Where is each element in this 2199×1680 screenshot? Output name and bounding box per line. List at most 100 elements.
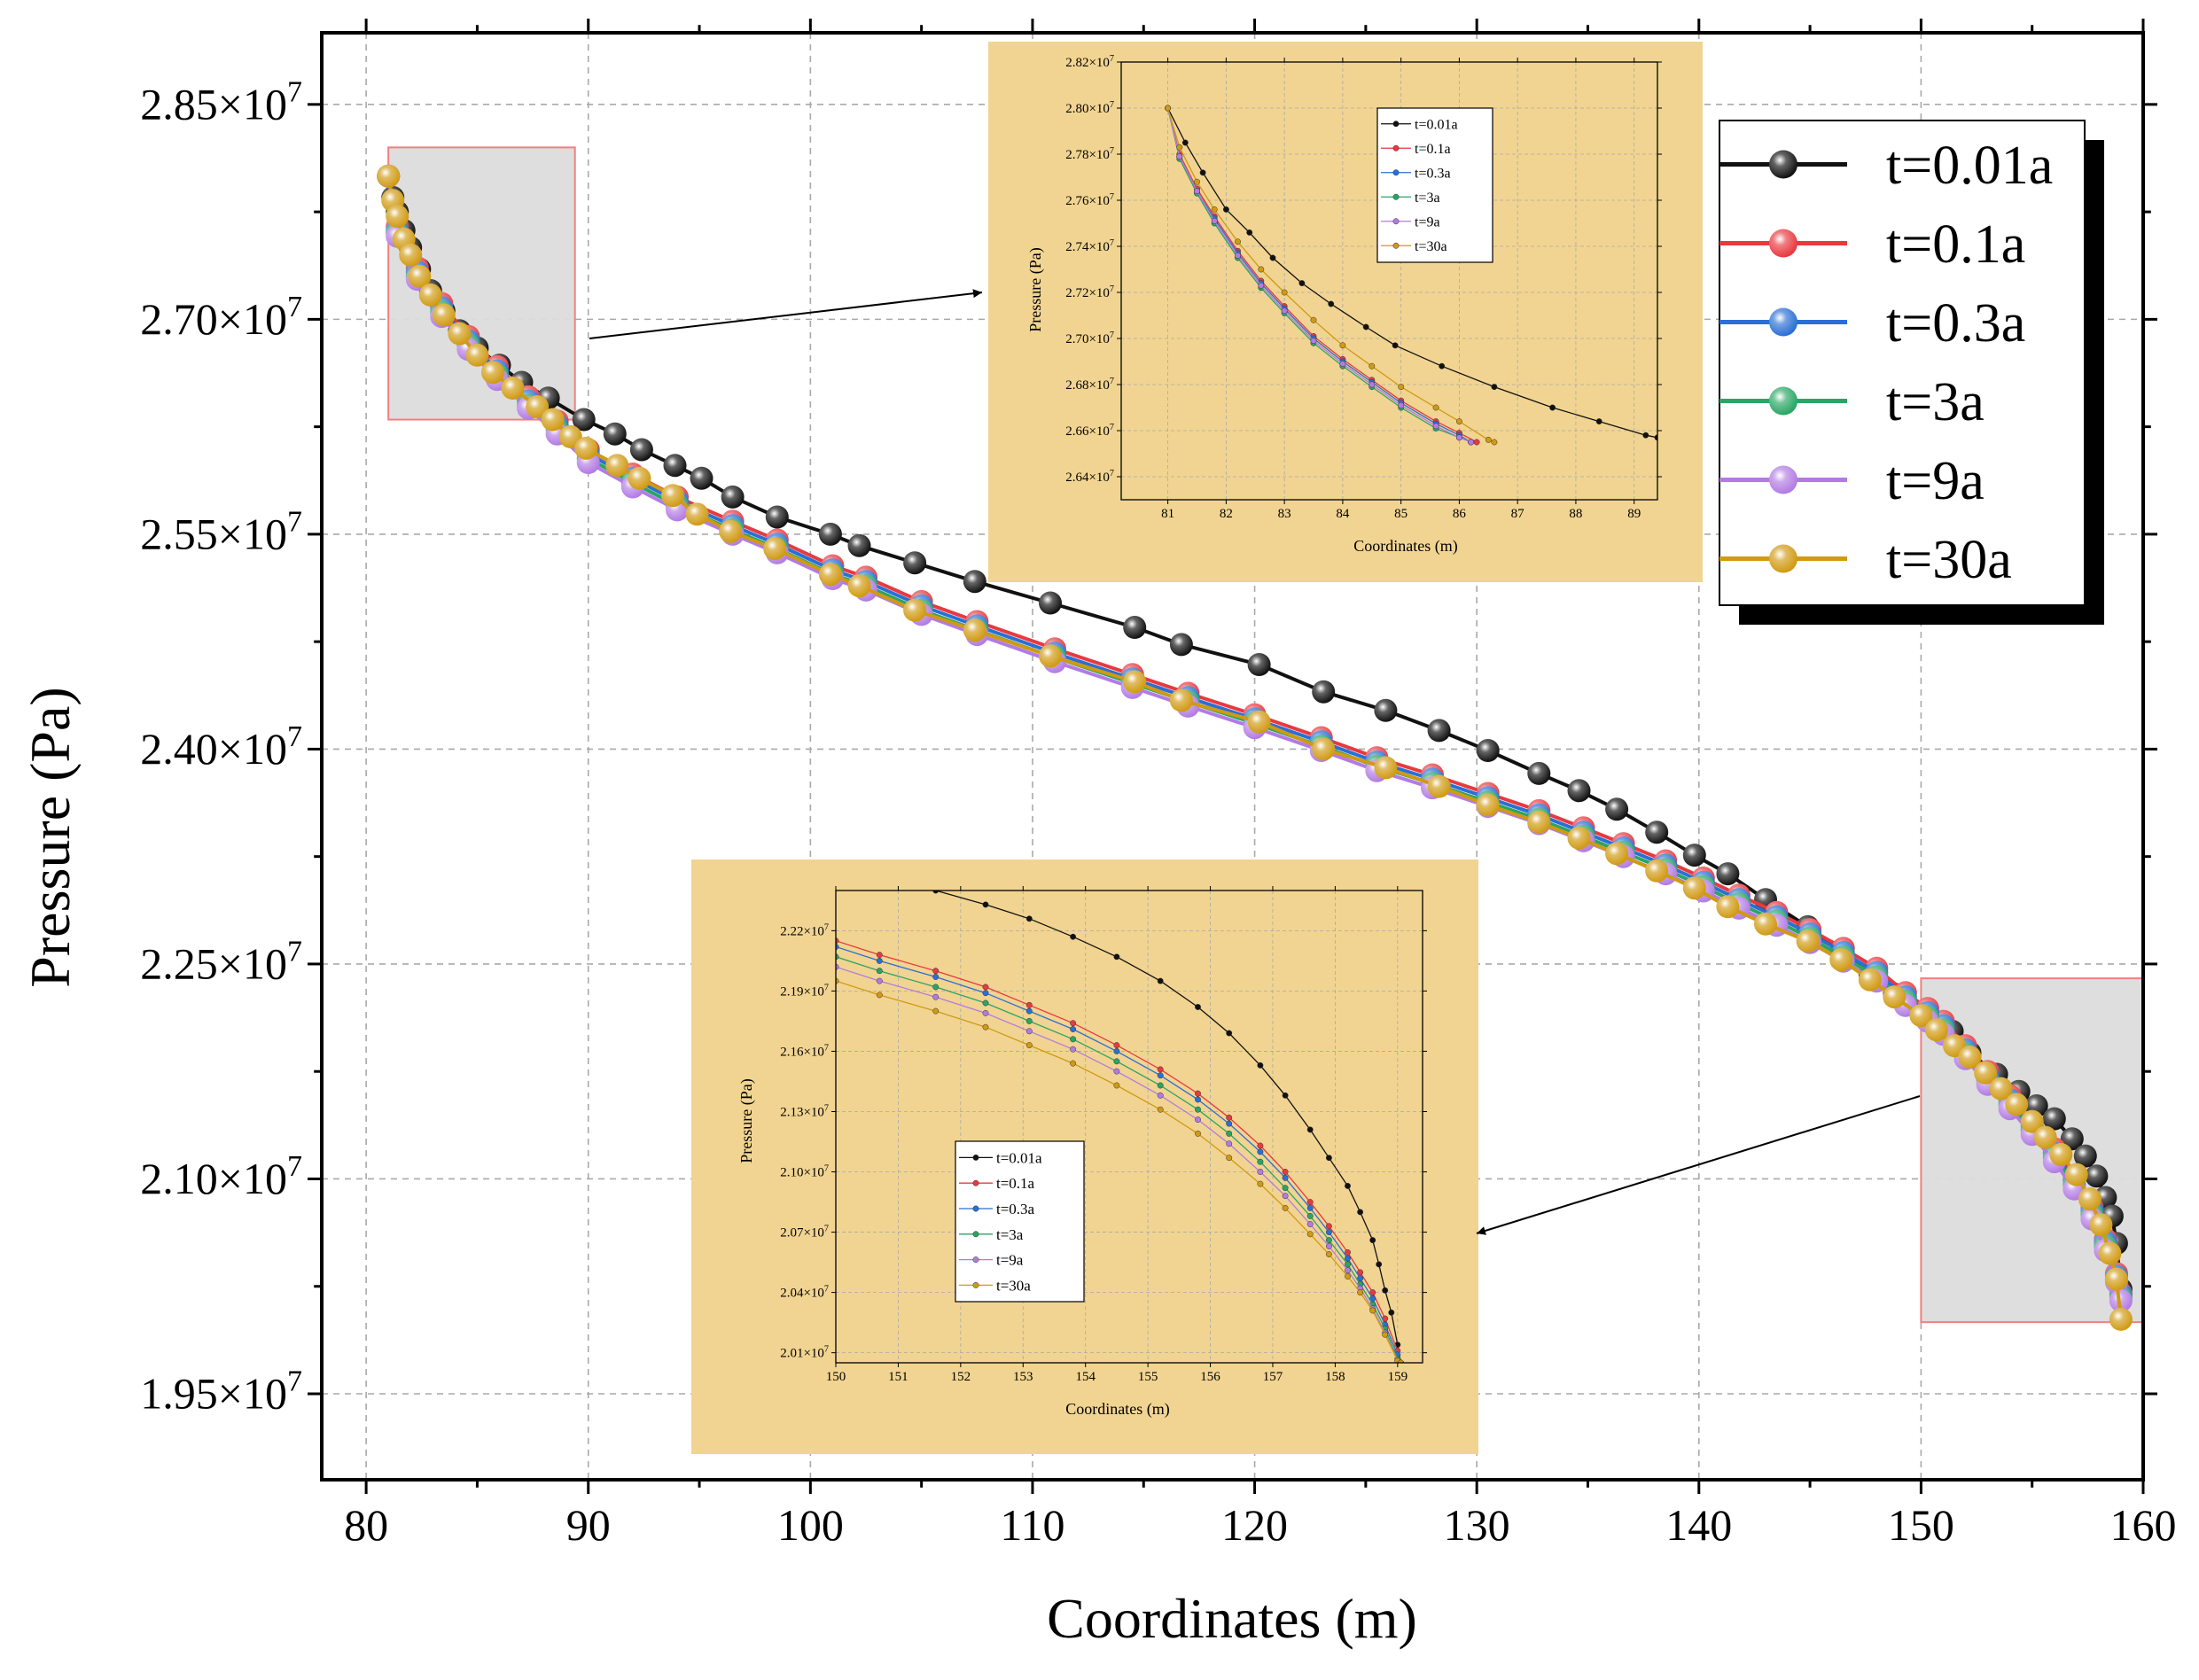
inset-top-data-point (1473, 439, 1480, 446)
inset-top-y-tick-label: 2.78×107 (1065, 146, 1114, 162)
inset-top-data-point (1176, 153, 1183, 160)
inset-bottom-data-point (1226, 1140, 1233, 1147)
inset-top-x-axis-title: Coordinates (m) (1353, 537, 1457, 556)
inset-top-data-point (1194, 178, 1200, 185)
inset-bottom-data-point (836, 944, 839, 950)
inset-bottom-y-tick-label: 2.01×107 (780, 1345, 829, 1361)
inset-bottom-x-tick-label: 154 (1075, 1370, 1096, 1384)
inset-bottom-legend-label: t=0.01a (996, 1149, 1042, 1166)
main-x-tick-label: 110 (1000, 1500, 1064, 1550)
inset-bottom-data-point (1226, 1130, 1233, 1137)
inset-bottom-data-point (1282, 1174, 1289, 1181)
inset-top-data-point (1281, 307, 1288, 315)
main-data-point (1476, 739, 1500, 762)
inset-top-data-point (1328, 300, 1335, 307)
inset-bottom-series-line-4 (836, 956, 1401, 1363)
main-data-point (847, 533, 871, 557)
inset-bottom-data-point (1025, 1007, 1033, 1015)
inset-bottom-data-point (1357, 1275, 1364, 1282)
inset-bottom-data-point (1157, 1092, 1164, 1099)
inset-bottom-data-point (932, 968, 940, 975)
main-data-point (1796, 929, 1820, 953)
inset-top-x-tick-label: 85 (1394, 507, 1408, 521)
inset-bottom-data-point (1325, 1229, 1332, 1236)
inset-bottom-data-point (1226, 1120, 1233, 1127)
inset-top-legend-box (1376, 107, 1493, 263)
main-data-point (1645, 859, 1669, 883)
main-data-point (1374, 756, 1398, 780)
main-data-point (1247, 710, 1271, 734)
inset-bottom-legend-marker (972, 1231, 979, 1238)
inset-top-data-point (1654, 434, 1657, 441)
main-data-point (1527, 810, 1551, 834)
inset-bottom-x-tick-label: 156 (1200, 1370, 1220, 1384)
inset-bottom-data-point (1369, 1289, 1376, 1296)
inset-bottom-data-point (876, 957, 883, 964)
inset-bottom-data-point (1070, 933, 1077, 940)
inset-top-data-point (1258, 266, 1265, 273)
inset-bottom-data-point (1306, 1199, 1314, 1206)
inset-bottom-background (691, 859, 1478, 1454)
zoom-arrow-bottom (1476, 1095, 1921, 1235)
main-data-point (1123, 670, 1147, 694)
inset-bottom-y-tick-label: 2.10×107 (780, 1163, 829, 1179)
inset-top-y-tick-label: 2.76×107 (1065, 192, 1114, 208)
inset-top-x-tick-label: 82 (1220, 507, 1233, 521)
inset-bottom-data-point (932, 993, 940, 1000)
inset-bottom-x-tick-label: 151 (888, 1370, 908, 1384)
main-data-point (663, 454, 687, 478)
main-data-point (481, 361, 504, 385)
main-data-point (628, 466, 651, 490)
main-data-point (963, 570, 986, 594)
inset-bottom-legend-label: t=9a (996, 1252, 1024, 1269)
main-data-point (629, 438, 653, 462)
inset-bottom-data-point (1369, 1307, 1376, 1314)
inset-top-legend-marker (1392, 218, 1400, 225)
inset-bottom-data-point (982, 999, 989, 1007)
inset-bottom-data-point (1070, 1060, 1077, 1067)
inset-bottom-data-point (1382, 1331, 1389, 1338)
inset-bottom-data-point (1195, 1090, 1201, 1097)
inset-bottom-data-point (1157, 1106, 1164, 1113)
inset-bottom-data-point (1157, 1072, 1164, 1079)
inset-top-data-point (1246, 229, 1253, 236)
main-data-point (1716, 895, 1740, 919)
inset-bottom-data-point (1195, 1096, 1201, 1103)
inset-bottom-data-point (1306, 1212, 1314, 1219)
inset-bottom-legend-label: t=0.1a (996, 1175, 1035, 1192)
zoom-arrows (589, 289, 1921, 1235)
inset-bottom-data-point (1376, 1261, 1383, 1268)
main-data-point (1682, 876, 1706, 900)
main-data-point (1716, 862, 1740, 886)
main-data-point (1039, 591, 1062, 615)
inset-bottom-data-point (1345, 1182, 1351, 1189)
main-data-point (2109, 1307, 2133, 1331)
inset-bottom-data-point (1345, 1248, 1351, 1256)
inset-top-x-tick-label: 81 (1161, 507, 1174, 521)
main-chart: 80 90 100 110 120 130 140 150 160 1.95×107 2.10×10… (140, 19, 2177, 1550)
inset-top-series-line-4 (1166, 107, 1471, 443)
inset-bottom-data-point (982, 990, 989, 997)
inset-bottom-data-point (1226, 1030, 1233, 1037)
inset-bottom-data-point (1257, 1180, 1264, 1187)
inset-bottom-legend-label: t=0.3a (996, 1201, 1035, 1217)
inset-bottom-x-tick-label: 157 (1263, 1370, 1283, 1384)
inset-bottom-legend-marker (972, 1256, 979, 1264)
main-data-point (2078, 1187, 2102, 1211)
main-y-tick-label: 2.25×107 (140, 935, 302, 988)
inset-top-data-point (1369, 362, 1376, 369)
inset-bottom-data-point (982, 984, 989, 991)
inset-top-data-point (1194, 188, 1200, 195)
main-data-point (1567, 826, 1591, 850)
main-data-point (2089, 1213, 2113, 1237)
main-data-point (903, 598, 927, 622)
inset-bottom-data-point (1357, 1269, 1364, 1276)
main-data-point (2049, 1143, 2073, 1166)
inset-top-data-point (1369, 381, 1376, 388)
inset-top-data-point (1339, 361, 1346, 368)
inset-bottom-y-tick-label: 2.07×107 (780, 1225, 829, 1241)
inset-bottom-x-tick-label: 153 (1013, 1370, 1033, 1384)
inset-bottom-data-point (932, 891, 940, 894)
main-data-point (2073, 1144, 2097, 1168)
main-data-point (1909, 1004, 1933, 1028)
